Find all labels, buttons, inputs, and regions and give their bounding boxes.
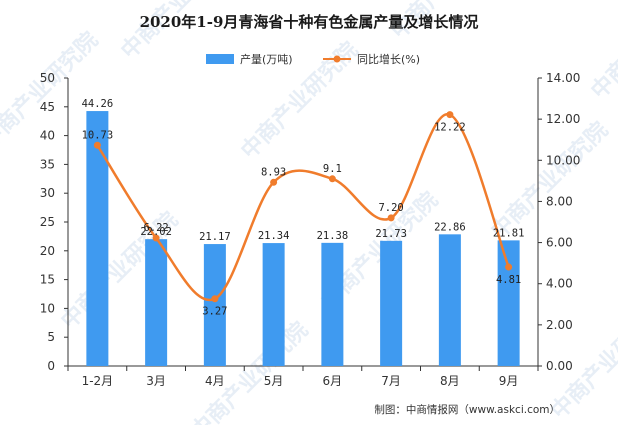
legend-line-marker <box>333 55 341 63</box>
y-left-tick-label: 50 <box>40 71 55 85</box>
chart-title: 2020年1-9月青海省十种有色金属产量及增长情况 <box>140 13 479 31</box>
y-right-tick-label: 6.00 <box>546 236 573 250</box>
line-point <box>93 141 101 149</box>
bar-value-label: 21.81 <box>493 227 525 239</box>
axes: 0 5 10 15 20 25 30 35 40 45 50 0.00 2.00 4.00 6.00 8.00… <box>40 71 581 388</box>
y-left-tick-label: 20 <box>40 244 55 258</box>
bar <box>262 243 285 366</box>
bar-value-label: 21.17 <box>199 231 231 243</box>
bar <box>86 111 109 366</box>
x-tick-label: 7月 <box>381 374 401 388</box>
x-tick-label: 6月 <box>323 374 343 388</box>
y-right-tick-label: 0.00 <box>546 359 573 373</box>
line-value-label: 8.93 <box>261 166 286 178</box>
bar <box>145 239 168 366</box>
line-value-label: 12.22 <box>434 122 466 134</box>
line-value-label: 4.81 <box>496 274 521 286</box>
y-right-tick-label: 14.00 <box>546 71 580 85</box>
bar-value-label: 21.34 <box>258 230 290 242</box>
bar <box>438 234 461 366</box>
bar-value-label: 21.38 <box>317 230 349 242</box>
legend-bar-swatch <box>206 54 234 64</box>
y-right-tick-label: 12.00 <box>546 112 580 126</box>
line-value-label: 3.27 <box>202 306 227 318</box>
line-point <box>387 214 395 222</box>
y-right-tick-label: 4.00 <box>546 277 573 291</box>
x-tick-label: 9月 <box>499 374 519 388</box>
y-left-tick-label: 40 <box>40 129 55 143</box>
bar <box>321 242 344 366</box>
line-value-label: 10.73 <box>82 129 114 141</box>
line-point <box>211 295 219 303</box>
x-tick-label: 8月 <box>440 374 460 388</box>
bar <box>497 240 520 366</box>
line-point <box>505 263 513 271</box>
legend: 产量(万吨) 同比增长(%) <box>206 52 420 66</box>
line-point <box>446 111 454 119</box>
legend-line-label: 同比增长(%) <box>357 52 420 66</box>
bar-value-label: 21.73 <box>375 228 407 240</box>
bar-value-label: 22.86 <box>434 221 466 233</box>
bar <box>203 244 226 366</box>
y-left-tick-label: 15 <box>40 273 55 287</box>
y-left-tick-label: 25 <box>40 215 55 229</box>
data-labels: 44.26 22.02 21.17 21.34 21.38 21.73 22.86 21.81… <box>82 98 525 318</box>
line-series <box>93 111 513 303</box>
y-left-tick-label: 10 <box>40 301 55 315</box>
y-right-tick-label: 2.00 <box>546 318 573 332</box>
watermark-text: 中商产业研究院 <box>586 0 618 104</box>
y-left-tick-label: 30 <box>40 186 55 200</box>
legend-bar-label: 产量(万吨) <box>240 52 293 66</box>
watermark-text: 中商产业研究院 <box>486 117 613 244</box>
bar-value-label: 44.26 <box>82 98 114 110</box>
line-point <box>270 178 278 186</box>
x-tick-label: 5月 <box>264 374 284 388</box>
bar <box>380 240 403 366</box>
bar-value-label: 22.02 <box>140 226 172 238</box>
y-right-tick-label: 8.00 <box>546 194 573 208</box>
x-tick-label: 1-2月 <box>82 374 114 388</box>
y-right-tick-label: 10.00 <box>546 153 580 167</box>
line-value-label: 9.1 <box>323 163 342 175</box>
line-value-label: 6.22 <box>143 222 168 234</box>
line-point <box>328 175 336 183</box>
source-note: 制图：中商情报网（www.askci.com） <box>374 403 560 416</box>
x-tick-label: 3月 <box>146 374 166 388</box>
line-value-label: 7.20 <box>378 202 403 214</box>
y-left-tick-label: 45 <box>40 100 55 114</box>
x-tick-label: 4月 <box>205 374 225 388</box>
y-left-tick-label: 5 <box>47 330 55 344</box>
y-left-tick-label: 0 <box>47 359 55 373</box>
line-point <box>152 234 160 242</box>
y-left-tick-label: 35 <box>40 157 55 171</box>
bar-series <box>86 111 520 366</box>
